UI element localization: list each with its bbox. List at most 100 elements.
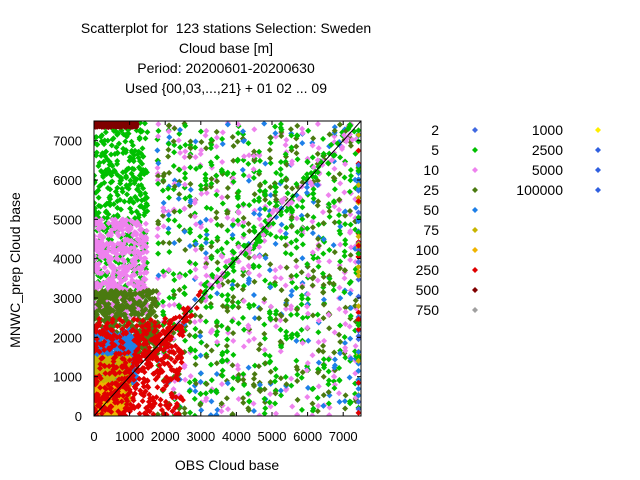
data-point bbox=[251, 278, 258, 285]
data-point bbox=[191, 412, 198, 416]
data-point bbox=[155, 173, 162, 180]
data-point bbox=[354, 113, 360, 119]
data-point bbox=[251, 362, 258, 369]
data-point bbox=[267, 160, 274, 167]
data-point bbox=[310, 190, 317, 197]
data-point bbox=[294, 377, 301, 384]
data-point bbox=[208, 243, 215, 250]
data-point bbox=[181, 154, 188, 161]
data-point bbox=[261, 237, 268, 244]
data-point bbox=[267, 403, 274, 410]
data-point bbox=[310, 186, 317, 193]
data-point bbox=[224, 121, 231, 128]
data-point bbox=[111, 297, 118, 304]
data-point bbox=[309, 230, 316, 237]
data-point bbox=[97, 296, 104, 303]
data-point bbox=[171, 217, 178, 224]
data-point bbox=[245, 275, 252, 282]
data-point bbox=[213, 360, 220, 367]
data-point bbox=[235, 130, 242, 137]
data-point bbox=[320, 135, 327, 142]
data-point bbox=[299, 284, 306, 291]
data-point bbox=[250, 381, 257, 388]
data-point bbox=[131, 244, 138, 251]
data-point bbox=[326, 325, 333, 332]
data-point bbox=[94, 323, 100, 330]
data-point bbox=[319, 270, 326, 277]
data-point bbox=[326, 275, 333, 282]
data-point bbox=[169, 408, 176, 415]
data-point bbox=[163, 374, 170, 381]
data-point bbox=[139, 145, 146, 152]
data-point bbox=[139, 244, 146, 251]
data-point bbox=[123, 133, 130, 140]
data-point bbox=[114, 323, 121, 330]
data-point bbox=[347, 256, 354, 263]
data-point bbox=[186, 259, 193, 266]
data-point bbox=[262, 405, 269, 412]
data-point bbox=[246, 398, 253, 405]
data-point bbox=[347, 335, 354, 342]
data-point bbox=[104, 333, 111, 340]
data-point bbox=[143, 269, 150, 276]
data-point bbox=[287, 306, 294, 313]
data-point bbox=[331, 165, 338, 172]
data-point bbox=[100, 224, 107, 231]
data-point bbox=[195, 292, 202, 299]
data-point bbox=[94, 123, 99, 130]
data-point bbox=[130, 158, 137, 165]
data-point bbox=[110, 219, 117, 226]
data-point bbox=[165, 185, 172, 192]
data-point bbox=[266, 147, 273, 154]
data-point bbox=[165, 229, 172, 236]
data-point bbox=[218, 222, 225, 229]
data-point bbox=[94, 141, 101, 148]
data-point bbox=[346, 374, 353, 381]
data-point bbox=[130, 199, 137, 206]
data-point bbox=[355, 233, 361, 240]
data-point bbox=[119, 363, 126, 370]
data-point bbox=[126, 263, 133, 270]
data-point bbox=[202, 318, 209, 325]
data-point bbox=[315, 366, 322, 373]
data-point bbox=[239, 286, 246, 293]
data-point bbox=[234, 195, 241, 202]
data-point bbox=[116, 376, 123, 383]
data-point bbox=[342, 241, 349, 248]
data-point bbox=[224, 292, 231, 299]
data-point bbox=[187, 242, 194, 249]
data-point bbox=[115, 130, 122, 137]
data-point bbox=[314, 202, 321, 209]
data-point bbox=[166, 134, 173, 141]
data-point bbox=[165, 153, 172, 160]
data-point bbox=[224, 208, 231, 215]
data-point bbox=[129, 342, 136, 349]
data-point bbox=[355, 198, 361, 205]
data-point bbox=[336, 364, 343, 371]
data-point bbox=[198, 224, 205, 231]
data-point bbox=[121, 245, 128, 252]
data-point bbox=[94, 340, 101, 347]
data-point bbox=[315, 258, 322, 265]
data-point bbox=[219, 158, 226, 165]
data-point bbox=[131, 405, 138, 412]
data-point bbox=[173, 411, 180, 416]
data-point bbox=[331, 219, 338, 226]
data-point bbox=[135, 310, 142, 317]
data-point bbox=[192, 312, 199, 319]
data-point bbox=[250, 302, 257, 309]
data-point bbox=[326, 279, 333, 286]
data-point bbox=[250, 375, 257, 382]
data-point bbox=[337, 338, 344, 345]
data-point bbox=[94, 172, 98, 179]
data-point bbox=[235, 243, 242, 250]
data-point bbox=[293, 357, 300, 364]
data-point bbox=[342, 161, 349, 168]
data-point bbox=[245, 254, 252, 261]
data-point bbox=[325, 381, 332, 388]
data-point bbox=[284, 190, 291, 197]
data-point bbox=[141, 204, 148, 211]
data-point bbox=[208, 239, 215, 246]
data-point bbox=[155, 127, 162, 134]
data-point bbox=[109, 368, 116, 375]
